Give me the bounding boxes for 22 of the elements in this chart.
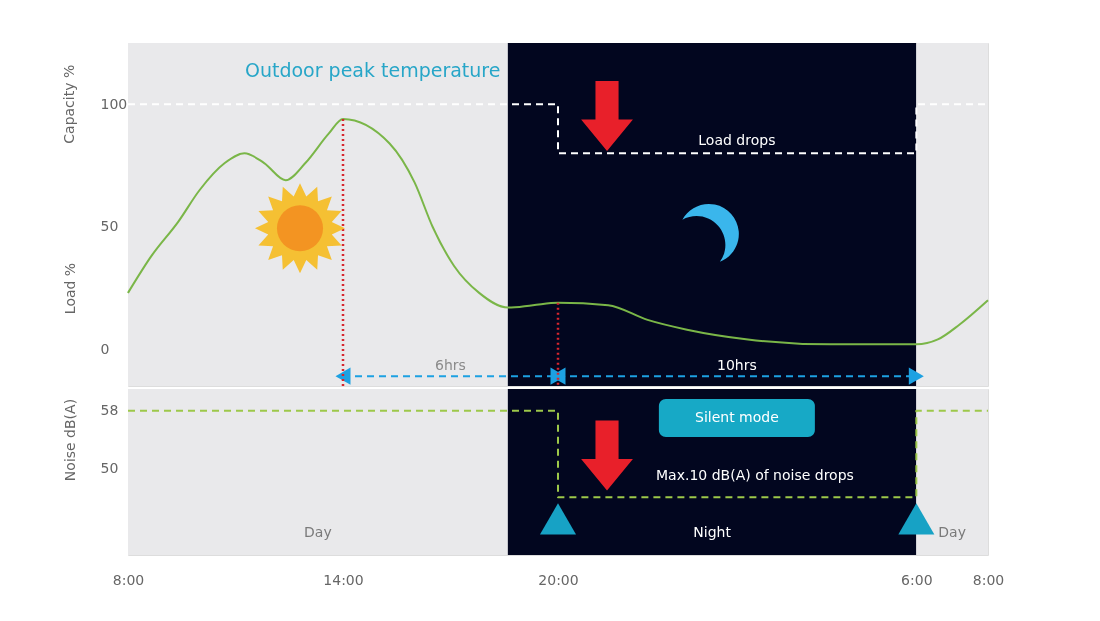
band-label: Night (693, 524, 732, 540)
x-tick-label: 6:00 (901, 571, 933, 588)
x-tick-label: 14:00 (323, 571, 364, 588)
x-tick-label: 20:00 (538, 571, 579, 588)
y-tick-label: 100 (100, 95, 128, 112)
y-tick-label: 58 (100, 402, 119, 419)
annotation: 10hrs (717, 357, 757, 374)
annotation: Silent mode (694, 408, 779, 425)
y-tick-label: 50 (100, 459, 119, 476)
annotation: Max.10 dB(A) of noise drops (656, 466, 854, 483)
annotation: Load drops (698, 132, 776, 149)
band-label: Day (304, 524, 332, 540)
text: Capacity % (61, 64, 77, 144)
y-axis-title: Noise dB(A) (61, 398, 78, 482)
y-axis-title: Load % (61, 262, 78, 315)
x-tick-label: 8:00 (112, 571, 145, 588)
x-tick-label: 8:00 (972, 571, 1005, 588)
annotation: 6hrs (435, 357, 466, 374)
y-tick-label: 50 (100, 218, 119, 235)
y-tick-label: 0 (100, 340, 110, 357)
text: Outdoor peak temperature (244, 59, 501, 81)
band-label: Day (938, 524, 966, 540)
